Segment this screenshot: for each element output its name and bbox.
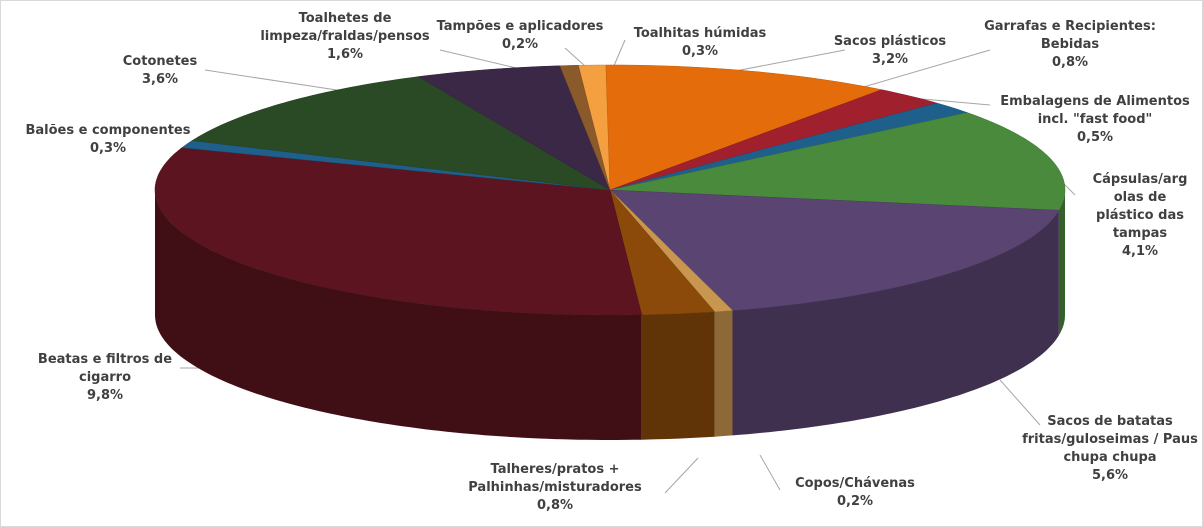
pie-slice-side [641, 311, 715, 440]
category-label: Beatas e filtros de [38, 352, 172, 367]
value-label: 0,3% [90, 141, 126, 156]
category-label: tampas [1113, 226, 1168, 241]
pie-slice-side [714, 310, 733, 437]
value-label: 0,5% [1077, 130, 1113, 145]
category-label: Tampões e aplicadores [437, 19, 604, 34]
pie-sides [155, 190, 1065, 440]
pie-slice [191, 76, 611, 191]
category-label: incl. "fast food" [1038, 112, 1153, 127]
leader-line [439, 49, 526, 71]
pie-slice [154, 147, 643, 316]
pie-slice [609, 189, 1060, 311]
pie-slice-side [155, 190, 642, 440]
category-label: limpeza/fraldas/pensos [260, 29, 430, 44]
leader-line [664, 457, 699, 494]
leader-line [564, 47, 586, 67]
pie-tops [154, 64, 1066, 316]
value-label: 1,6% [327, 47, 363, 62]
value-label: 4,1% [1122, 244, 1158, 259]
category-label: Garrafas e Recipientes: [984, 19, 1156, 34]
leader-line [729, 49, 846, 73]
category-label: plástico das [1096, 208, 1184, 223]
category-label: Talheres/pratos + [491, 462, 620, 477]
value-label: 5,6% [1092, 468, 1128, 483]
pie-slice [605, 64, 883, 191]
pie-slice [559, 65, 611, 191]
value-label: 9,8% [87, 388, 123, 403]
pie-slice [609, 89, 938, 191]
category-label: Bebidas [1041, 37, 1100, 52]
value-label: 0,2% [502, 37, 538, 52]
pie-slice [417, 65, 611, 191]
pie-slice-side [1058, 190, 1065, 336]
category-label: cigarro [79, 370, 131, 385]
category-label: Sacos plásticos [834, 34, 947, 49]
category-label: Toalhitas húmidas [634, 26, 767, 41]
leader-line [859, 49, 991, 89]
category-label: Toalhetes de [299, 11, 392, 26]
category-label: Embalagens de Alimentos [1000, 94, 1190, 109]
category-label: fritas/guloseimas / Paus [1022, 432, 1198, 447]
category-label: Copos/Chávenas [795, 476, 915, 491]
leader-line [759, 454, 781, 491]
leader-line [612, 39, 626, 69]
value-label: 3,6% [142, 72, 178, 87]
value-label: 3,2% [872, 52, 908, 67]
category-label: Sacos de batatas [1047, 414, 1173, 429]
category-label: Cotonetes [123, 54, 198, 69]
pie-slice [609, 102, 969, 191]
pie-slice [609, 112, 1066, 211]
category-label: Cápsulas/arg [1093, 172, 1188, 187]
category-label: Balões e componentes [25, 123, 190, 138]
category-label: Palhinhas/misturadores [468, 480, 642, 495]
value-label: 0,8% [537, 498, 573, 513]
leader-line [204, 69, 351, 93]
pie-slice-side [732, 210, 1059, 436]
value-label: 0,2% [837, 494, 873, 509]
category-label: chupa chupa [1063, 450, 1156, 465]
leader-line [999, 379, 1041, 426]
value-label: 0,8% [1052, 55, 1088, 70]
category-label: olas de [1114, 190, 1167, 205]
pie-slice [609, 189, 716, 315]
value-label: 0,3% [682, 44, 718, 59]
